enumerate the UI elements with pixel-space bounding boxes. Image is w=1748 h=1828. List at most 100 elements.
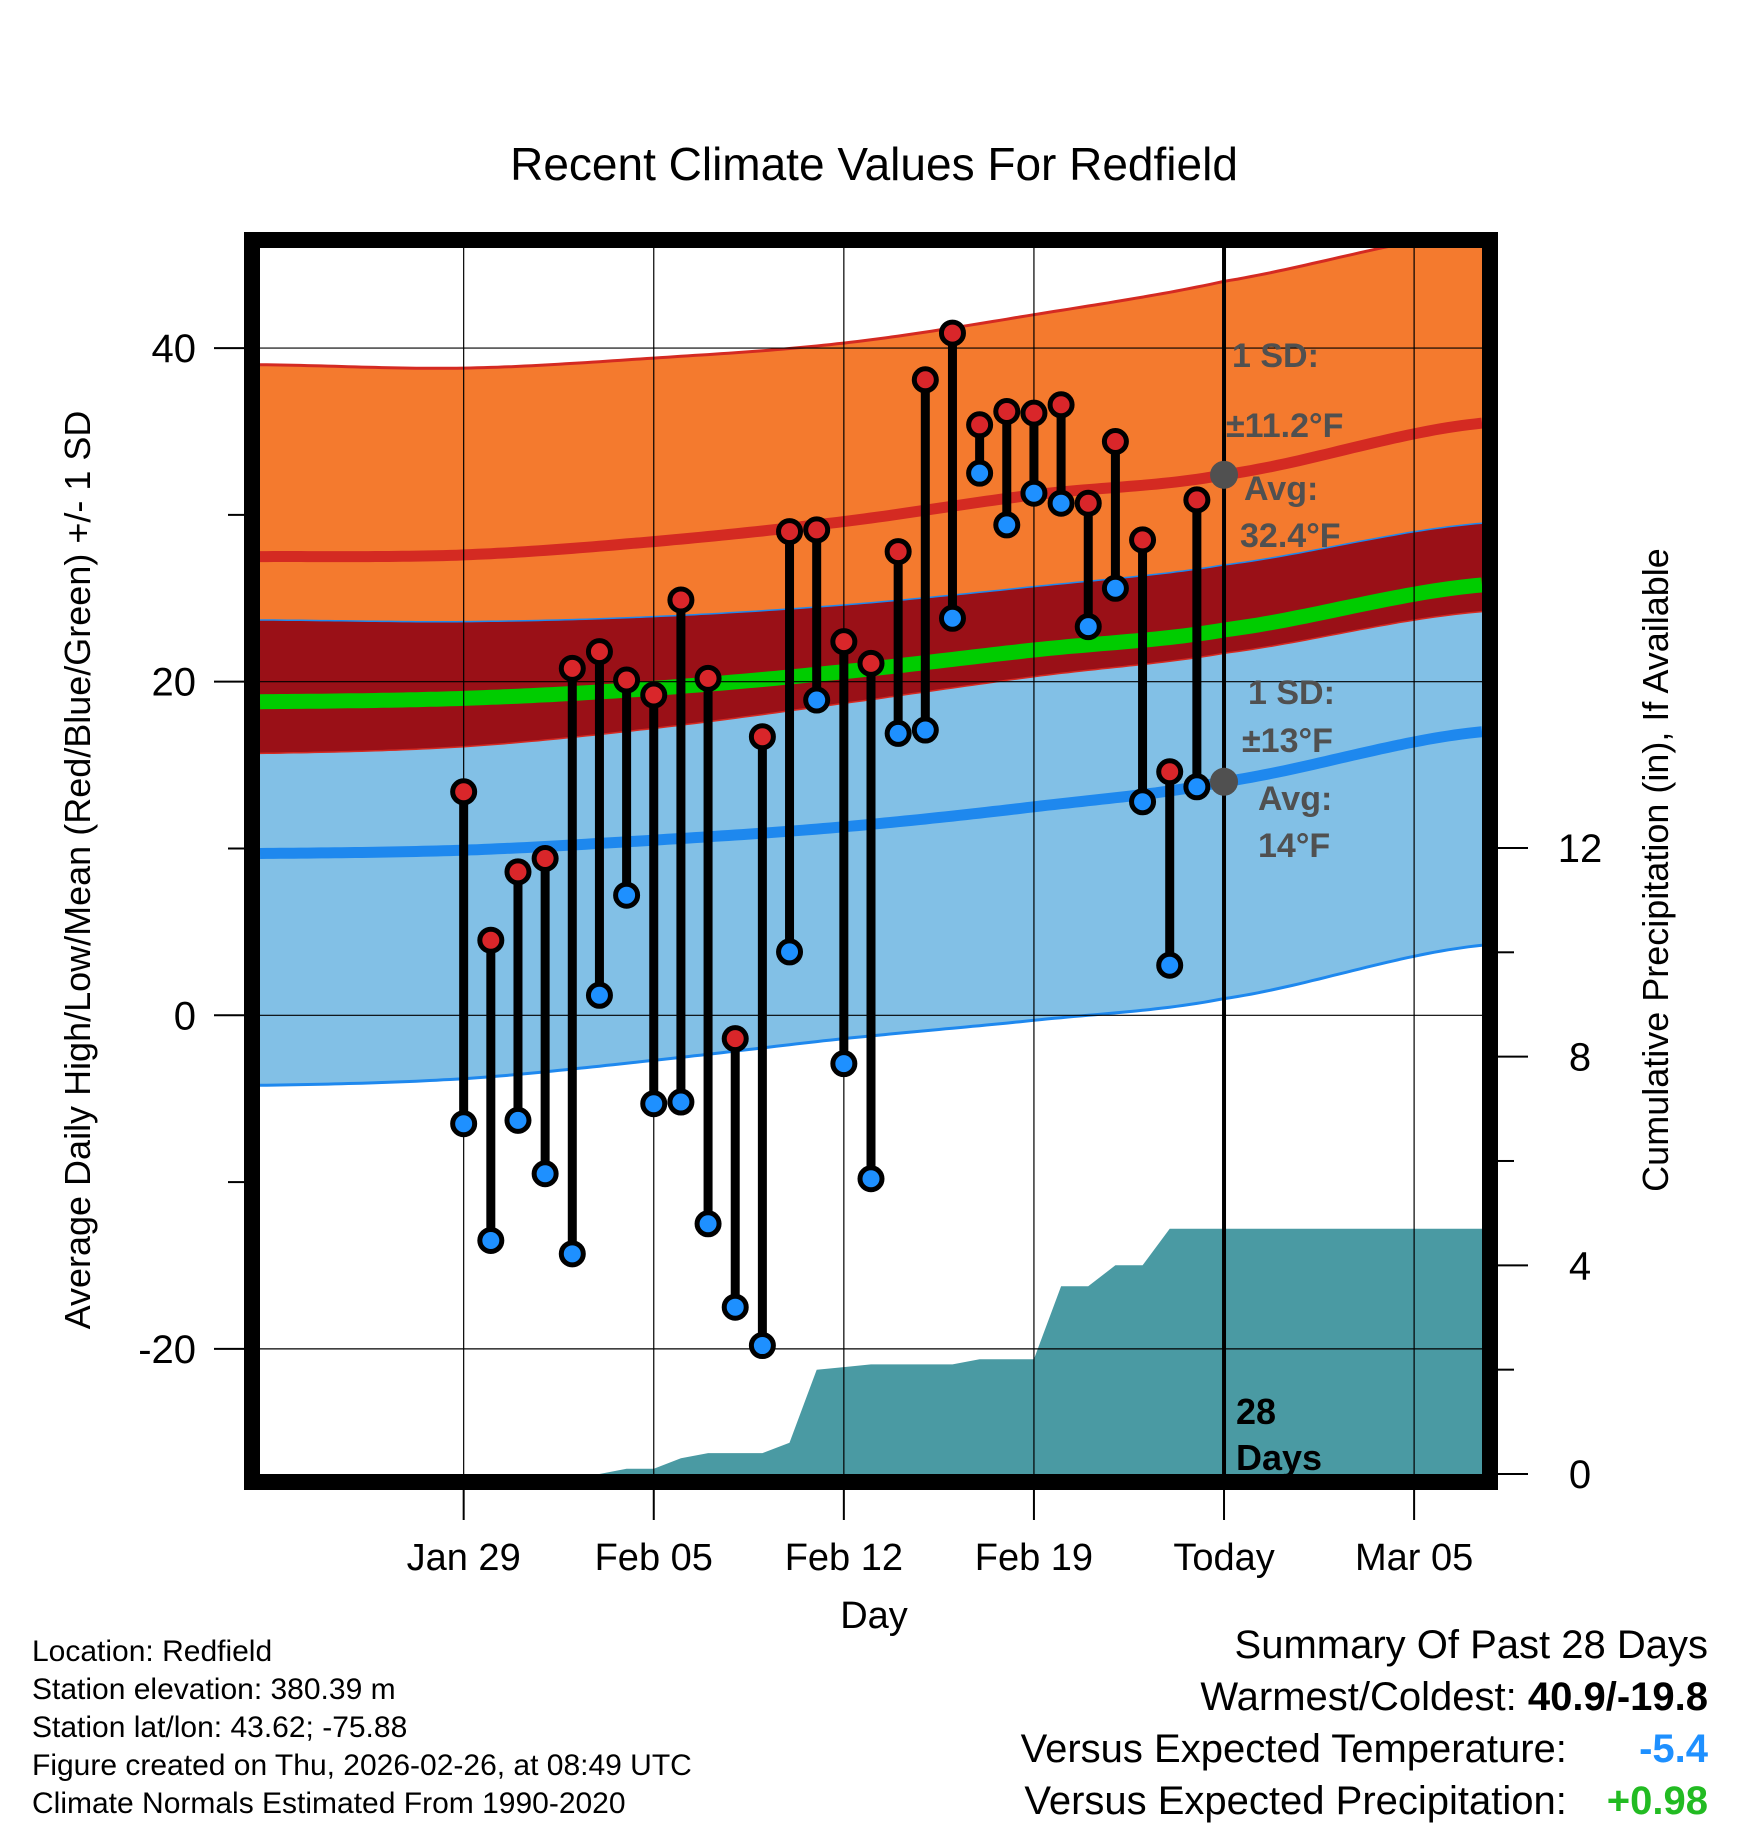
y-tick-label: 40 <box>152 327 197 371</box>
daily-high-point <box>1101 427 1129 455</box>
daily-high-point <box>477 926 505 954</box>
daily-high-point <box>857 649 885 677</box>
elevation-text: Station elevation: 380.39 m <box>32 1673 396 1706</box>
low-sd-label: 1 SD: <box>1248 674 1335 712</box>
station-info: Location: Redfield Station elevation: 38… <box>32 1633 692 1823</box>
daily-low-point <box>830 1050 858 1078</box>
x-tick-label: Jan 29 <box>407 1537 521 1579</box>
y-right-tick-label: 0 <box>1569 1453 1591 1497</box>
daily-low-point <box>884 719 912 747</box>
daily-high-point <box>884 538 912 566</box>
window-days-label: Days <box>1236 1437 1322 1478</box>
latlon-text: Station lat/lon: 43.62; -75.88 <box>32 1711 408 1744</box>
plot-area: 1 SD: ±11.2°F Avg: 32.4°F 1 SD: ±13°F Avg: 14°F… <box>260 248 1482 1478</box>
daily-low-point <box>613 881 641 909</box>
daily-low-point <box>640 1090 668 1118</box>
daily-high-point <box>803 516 831 544</box>
x-axis-label: Day <box>840 1595 908 1637</box>
daily-high-point <box>1047 391 1075 419</box>
daily-low-point <box>450 1110 478 1138</box>
window-days-number: 28 <box>1236 1391 1276 1432</box>
daily-high-point <box>993 397 1021 425</box>
daily-low-point <box>776 938 804 966</box>
x-tick-label: Mar 05 <box>1355 1537 1473 1579</box>
daily-low-point <box>1183 773 1211 801</box>
daily-high-point <box>531 844 559 872</box>
location-text: Location: Redfield <box>32 1635 273 1668</box>
daily-high-point <box>748 723 776 751</box>
daily-high-point <box>966 411 994 439</box>
y-right-tick-label: 4 <box>1569 1244 1591 1288</box>
y-axis-label-right: Cumulative Precipitation (in), If Availa… <box>1635 548 1676 1192</box>
daily-low-point <box>667 1088 695 1116</box>
daily-high-point <box>585 638 613 666</box>
normals-text: Climate Normals Estimated From 1990-2020 <box>32 1787 626 1820</box>
warm-cold-value: 40.9/-19.8 <box>1527 1675 1708 1719</box>
summary-temperature: Versus Expected Temperature: -5.4 <box>1021 1727 1708 1772</box>
daily-high-point <box>667 586 695 614</box>
precip-value: +0.98 <box>1606 1779 1708 1823</box>
low-avg-value: 14°F <box>1258 827 1330 865</box>
daily-high-point <box>776 518 804 546</box>
chart-title: Recent Climate Values For Redfield <box>510 138 1238 190</box>
today-high-avg-marker <box>1210 460 1239 489</box>
summary-title: Summary Of Past 28 Days <box>1234 1623 1708 1667</box>
daily-low-point <box>1020 479 1048 507</box>
y-right-tick-label: 8 <box>1569 1036 1591 1080</box>
warm-cold-label: Warmest/Coldest: <box>1200 1675 1517 1719</box>
daily-low-point <box>1074 613 1102 641</box>
daily-high-point <box>1183 486 1211 514</box>
daily-low-point <box>857 1165 885 1193</box>
x-tick-label: Today <box>1173 1537 1274 1579</box>
daily-high-point <box>613 666 641 694</box>
summary-precipitation: Versus Expected Precipitation: +0.98 <box>1024 1779 1708 1824</box>
daily-high-point <box>938 319 966 347</box>
daily-low-point <box>748 1332 776 1360</box>
x-tick-label: Feb 19 <box>975 1537 1093 1579</box>
y-right-tick-label: 12 <box>1558 827 1603 871</box>
high-sd-label: 1 SD: <box>1232 337 1319 375</box>
daily-high-point <box>911 366 939 394</box>
daily-low-point <box>477 1226 505 1254</box>
daily-low-point <box>911 716 939 744</box>
daily-high-point <box>1020 399 1048 427</box>
daily-low-point <box>1156 951 1184 979</box>
precip-label: Versus Expected Precipitation: <box>1024 1779 1567 1823</box>
daily-low-point <box>721 1293 749 1321</box>
plot-frame <box>244 232 1498 1490</box>
y-tick-label: 0 <box>174 994 196 1038</box>
x-tick-label: Feb 05 <box>595 1537 713 1579</box>
daily-low-point <box>993 511 1021 539</box>
daily-low-point <box>1129 788 1157 816</box>
daily-low-point <box>558 1240 586 1268</box>
x-tick-label: Feb 12 <box>785 1537 903 1579</box>
high-sd-value: ±11.2°F <box>1226 407 1343 445</box>
temp-label: Versus Expected Temperature: <box>1020 1727 1567 1771</box>
daily-low-point <box>585 981 613 1009</box>
daily-low-point <box>1047 489 1075 517</box>
y-tick-label: -20 <box>138 1328 196 1372</box>
daily-low-point <box>966 459 994 487</box>
daily-low-point <box>694 1210 722 1238</box>
daily-low-point <box>504 1106 532 1134</box>
daily-high-point <box>694 664 722 692</box>
high-avg-label: Avg: <box>1244 470 1318 508</box>
daily-high-point <box>721 1025 749 1053</box>
daily-high-point <box>504 858 532 886</box>
precip-area <box>260 1228 1482 1474</box>
daily-low-point <box>938 604 966 632</box>
daily-high-point <box>1156 758 1184 786</box>
low-avg-label: Avg: <box>1258 780 1332 818</box>
daily-high-point <box>1129 526 1157 554</box>
daily-high-point <box>558 654 586 682</box>
today-low-avg-marker <box>1210 767 1239 796</box>
created-text: Figure created on Thu, 2026-02-26, at 08… <box>32 1749 692 1782</box>
summary-warmest-coldest: Warmest/Coldest: 40.9/-19.8 <box>1200 1675 1708 1720</box>
high-avg-value: 32.4°F <box>1240 517 1341 555</box>
daily-high-point <box>1074 489 1102 517</box>
daily-high-point <box>830 628 858 656</box>
daily-high-point <box>450 778 478 806</box>
temp-value: -5.4 <box>1639 1727 1708 1771</box>
daily-low-point <box>531 1160 559 1188</box>
